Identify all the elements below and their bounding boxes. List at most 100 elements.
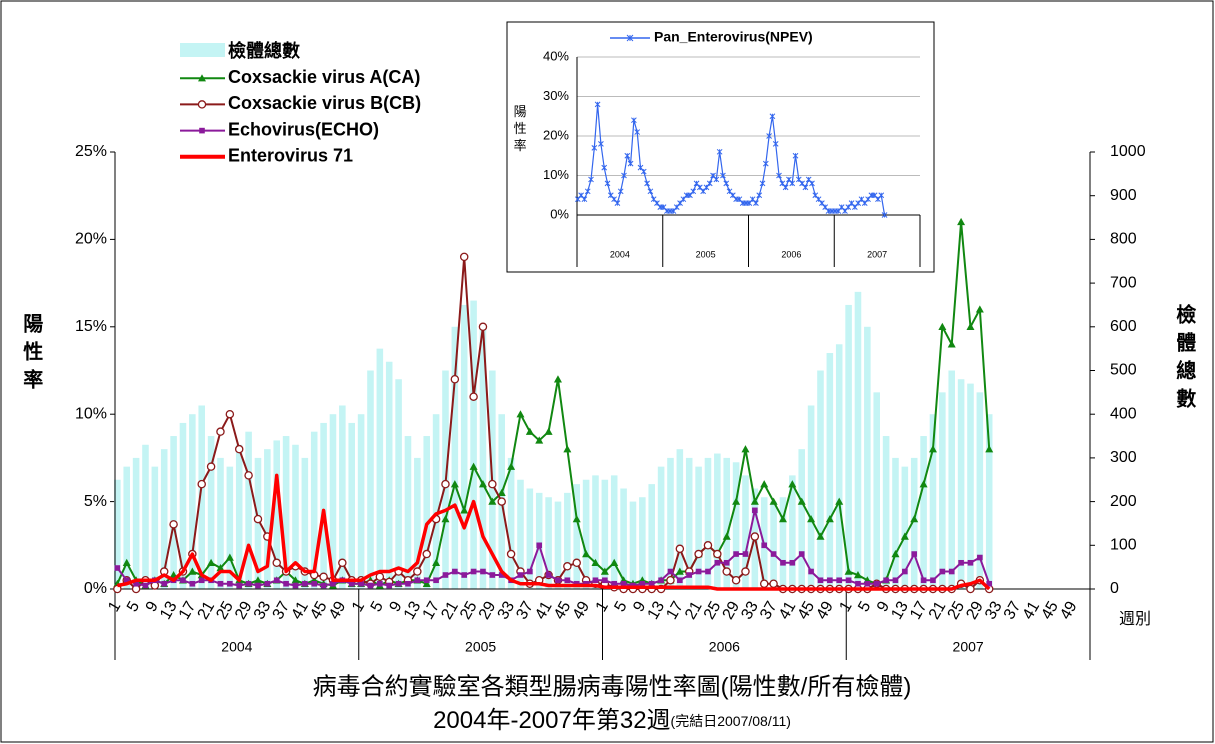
bar <box>957 379 965 589</box>
bar <box>854 291 862 589</box>
y-tick-label: 15% <box>75 318 107 335</box>
marker <box>620 580 627 587</box>
marker <box>855 580 861 587</box>
bar <box>160 449 168 589</box>
marker <box>311 580 318 587</box>
x-tick-label: 21 <box>926 599 950 623</box>
y2-tick-label: 500 <box>1110 362 1137 379</box>
marker <box>450 480 459 488</box>
bar <box>198 405 205 589</box>
bar <box>376 348 384 589</box>
marker <box>122 558 131 566</box>
bar <box>667 457 674 589</box>
bar <box>967 383 974 589</box>
legend-label: Coxsackie virus A(CA) <box>228 67 420 87</box>
marker <box>197 100 207 109</box>
marker <box>621 172 627 179</box>
marker <box>386 582 393 589</box>
marker <box>452 568 458 575</box>
bar <box>245 431 252 589</box>
series-line <box>116 220 991 587</box>
marker <box>225 409 235 419</box>
bar <box>939 392 946 589</box>
x-tick-label: 45 <box>307 599 331 623</box>
bar <box>217 457 224 589</box>
x-tick-label: 13 <box>645 599 669 623</box>
bar <box>648 484 655 589</box>
marker <box>358 580 364 587</box>
marker <box>939 568 946 575</box>
marker <box>283 580 289 587</box>
bar <box>385 361 393 589</box>
marker <box>780 559 786 566</box>
bar <box>864 326 871 589</box>
marker <box>459 252 469 262</box>
marker <box>422 579 431 587</box>
bar <box>142 444 149 589</box>
bar <box>451 326 459 589</box>
y2-tick-label: 800 <box>1110 231 1137 248</box>
marker <box>853 571 862 579</box>
year-label: 2004 <box>221 639 252 655</box>
x-tick-label: 17 <box>663 599 687 623</box>
bar <box>601 479 609 589</box>
marker <box>450 374 460 384</box>
marker <box>902 568 908 575</box>
y-tick-label: 5% <box>84 493 107 510</box>
bar <box>535 492 543 589</box>
bar <box>704 457 712 589</box>
marker <box>161 580 168 587</box>
marker <box>348 580 355 587</box>
x-tick-label: 49 <box>813 599 837 623</box>
bar <box>985 414 993 589</box>
marker <box>488 479 497 489</box>
bar <box>357 414 365 589</box>
marker <box>217 580 224 587</box>
marker <box>844 567 853 575</box>
marker <box>878 192 885 199</box>
marker <box>910 515 919 523</box>
marker <box>273 577 280 584</box>
marker <box>845 577 852 584</box>
marker <box>647 188 654 195</box>
marker <box>441 515 450 523</box>
marker <box>873 580 880 587</box>
bar <box>114 479 121 589</box>
marker <box>423 577 430 584</box>
marker <box>478 322 488 332</box>
marker <box>782 184 789 191</box>
bar <box>170 436 177 589</box>
marker <box>216 427 225 436</box>
marker <box>640 168 647 175</box>
marker <box>527 568 533 575</box>
x-tick-label: 17 <box>907 599 931 623</box>
year-label: 2007 <box>867 249 887 259</box>
marker <box>142 582 149 589</box>
series-line <box>117 473 991 591</box>
y-tick-label: 20% <box>75 231 107 248</box>
y-tick-label: 10% <box>75 405 107 422</box>
bar <box>901 466 909 589</box>
marker <box>272 558 281 568</box>
marker <box>802 184 809 191</box>
legend-label: Enterovirus 71 <box>228 146 353 166</box>
marker <box>769 113 776 120</box>
marker <box>919 480 928 488</box>
x-tick-label: 33 <box>738 599 762 623</box>
marker <box>627 160 634 167</box>
marker <box>245 580 252 587</box>
marker <box>666 576 675 585</box>
marker <box>198 74 206 82</box>
bar <box>929 414 937 589</box>
marker <box>611 580 618 587</box>
marker <box>797 497 806 505</box>
bar <box>507 457 515 589</box>
marker <box>733 551 739 557</box>
y2-tick-label: 200 <box>1110 493 1137 510</box>
marker <box>891 550 900 558</box>
bar <box>582 479 590 589</box>
marker <box>750 532 760 541</box>
bar <box>573 484 580 589</box>
marker <box>686 572 693 578</box>
x-tick-label: 41 <box>776 599 800 623</box>
